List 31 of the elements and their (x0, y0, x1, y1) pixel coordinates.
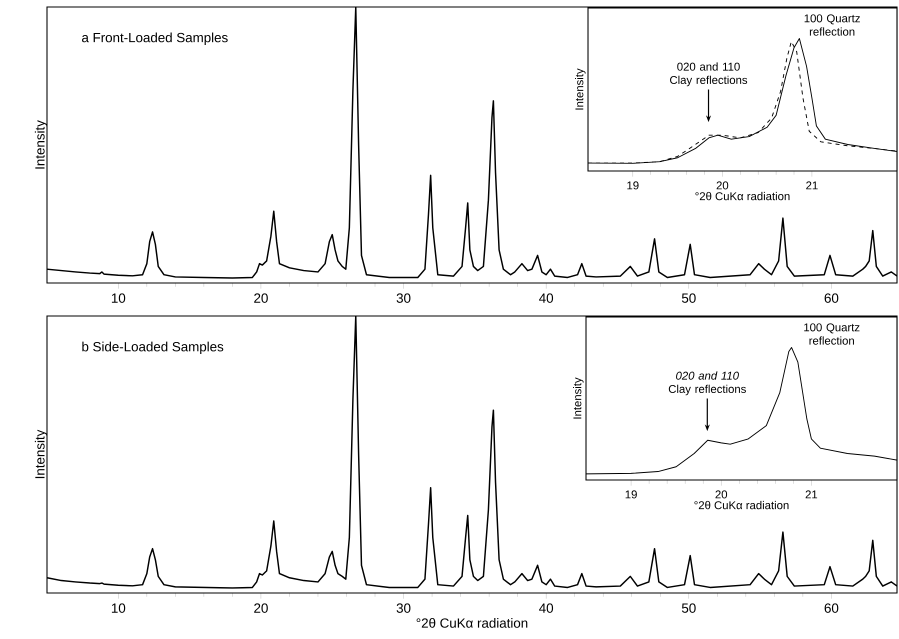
annotation: 100 Quartz reflection (804, 14, 860, 36)
x-tick-label: 10 (112, 293, 126, 303)
x-tick-label: 40 (539, 603, 554, 613)
y-axis-title: Intensity (34, 430, 48, 478)
x-axis-title: °2θ CuKα radiation (694, 500, 788, 510)
x-tick-label: 10 (112, 603, 126, 613)
x-tick-label: 30 (396, 603, 410, 613)
text: a Front-Loaded Samples (82, 32, 228, 45)
annotation: 100 Quartz reflection (804, 323, 860, 345)
y-axis-title: Intensity (575, 68, 586, 110)
x-tick-label: 60 (824, 293, 838, 303)
annotation: 020 and 110 Clay reflections (670, 62, 748, 86)
x-tick-label: 50 (682, 603, 696, 613)
annotation: 020 and 110 Clay reflections (668, 371, 746, 396)
x-tick-label: 40 (539, 293, 554, 303)
x-tick-label: 20 (254, 293, 268, 303)
x-tick-label: 20 (716, 181, 728, 190)
x-tick-label: 20 (254, 603, 268, 613)
x-tick-label: 19 (627, 181, 639, 190)
x-tick-label: 20 (715, 490, 728, 498)
x-axis-title: °2θ CuKα radiation (695, 192, 790, 200)
text: b Side-Loaded Samples (82, 342, 224, 354)
x-tick-label: 21 (806, 490, 818, 498)
x-tick-label: 21 (806, 181, 818, 190)
y-axis-title: Intensity (573, 377, 584, 419)
x-tick-label: 30 (396, 293, 410, 303)
y-axis-title: Intensity (34, 120, 48, 169)
x-axis-title: °2θ CuKα radiation (416, 618, 528, 628)
x-tick-label: 50 (682, 293, 696, 303)
x-tick-label: 19 (626, 490, 637, 498)
x-tick-label: 60 (824, 603, 838, 613)
